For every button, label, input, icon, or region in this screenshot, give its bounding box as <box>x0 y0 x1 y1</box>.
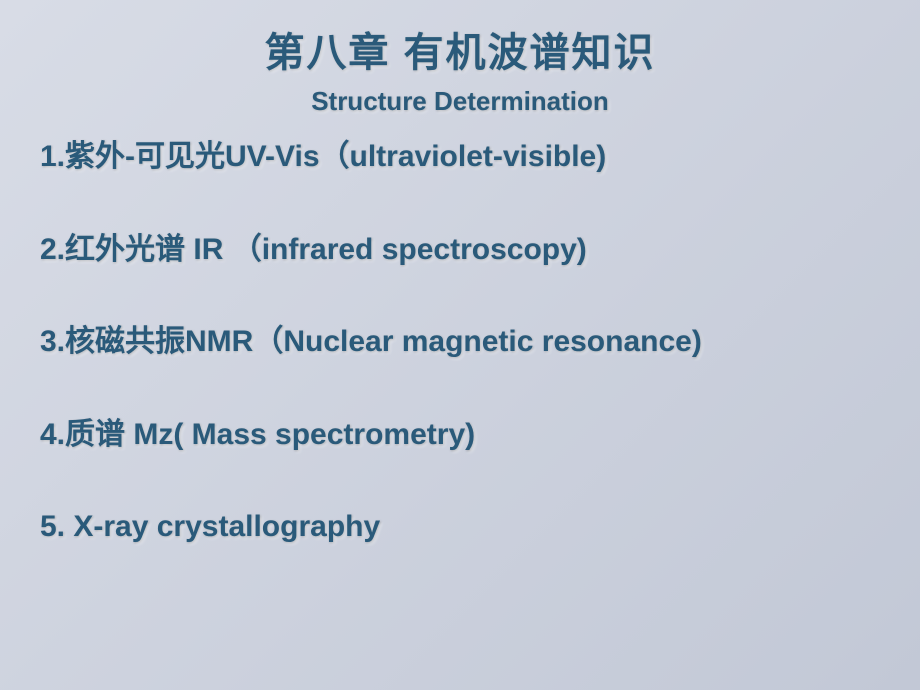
slide: 第八章 有机波谱知识 Structure Determination 1.紫外-… <box>0 0 920 690</box>
list-item: 4.质谱 Mz( Mass spectrometry) <box>40 415 880 456</box>
list-item: 1.紫外-可见光UV-Vis（ultraviolet-visible) <box>40 137 880 178</box>
list-item: 3.核磁共振NMR（Nuclear magnetic resonance) <box>40 322 880 363</box>
chapter-title: 第八章 有机波谱知识 <box>40 20 880 78</box>
list-item: 5. X-ray crystallography <box>40 507 880 548</box>
chapter-subtitle: Structure Determination <box>40 86 880 117</box>
list-item: 2.红外光谱 IR （infrared spectroscopy) <box>40 230 880 271</box>
